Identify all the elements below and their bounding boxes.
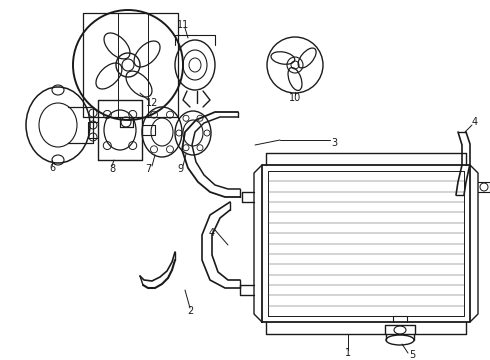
Text: 2: 2 [187, 306, 193, 316]
Text: 10: 10 [289, 93, 301, 103]
Text: 7: 7 [145, 164, 151, 174]
Text: 9: 9 [177, 164, 183, 174]
Text: 11: 11 [177, 20, 189, 30]
Text: 8: 8 [109, 164, 115, 174]
Text: 4: 4 [472, 117, 478, 127]
Text: 3: 3 [331, 138, 337, 148]
Text: 5: 5 [409, 350, 415, 360]
Text: 4: 4 [209, 228, 215, 238]
Text: 1: 1 [345, 348, 351, 358]
Text: 12: 12 [146, 98, 158, 108]
Text: 6: 6 [49, 163, 55, 173]
